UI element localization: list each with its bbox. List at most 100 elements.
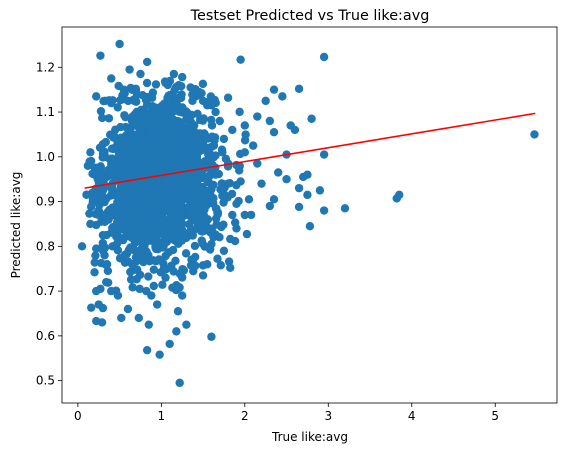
- scatter-point: [145, 141, 154, 150]
- scatter-point: [186, 188, 196, 197]
- scatter-point: [207, 121, 217, 130]
- scatter-point: [274, 168, 283, 177]
- scatter-point: [261, 96, 270, 106]
- scatter-point: [90, 170, 99, 179]
- scatter-point: [113, 246, 123, 255]
- scatter-point: [319, 206, 329, 215]
- scatter-point: [126, 181, 136, 190]
- scatter-point: [98, 303, 108, 313]
- scatter-point: [232, 199, 241, 209]
- scatter-point: [197, 227, 206, 236]
- scatter-point: [135, 270, 145, 280]
- scatter-point: [240, 210, 250, 220]
- scatter-point: [219, 134, 229, 144]
- scatter-point: [265, 116, 275, 126]
- scatter-point: [125, 168, 134, 178]
- scatter-point: [126, 275, 136, 284]
- scatter-point: [178, 291, 187, 300]
- scatter-point: [174, 80, 183, 90]
- scatter-point: [294, 183, 304, 193]
- scatter-point: [211, 170, 220, 179]
- scatter-point: [240, 121, 250, 130]
- scatter-point: [236, 55, 245, 64]
- scatter-point: [135, 113, 144, 122]
- scatter-point: [244, 195, 254, 204]
- scatter-point: [157, 194, 166, 204]
- scatter-point: [119, 150, 129, 159]
- scatter-point: [107, 74, 116, 83]
- scatter-point: [154, 255, 164, 264]
- scatter-point: [109, 157, 118, 167]
- scatter-point: [87, 303, 96, 312]
- scatter-point: [86, 219, 95, 229]
- scatter-point: [107, 228, 116, 237]
- scatter-point: [215, 233, 224, 242]
- scatter-point: [155, 350, 164, 359]
- scatter-point: [142, 345, 152, 355]
- scatter-point: [199, 114, 208, 123]
- scatter-point: [169, 69, 179, 79]
- scatter-point: [216, 261, 226, 270]
- scatter-point: [177, 236, 186, 245]
- scatter-point: [226, 263, 235, 272]
- scatter-point: [164, 234, 174, 243]
- scatter-point: [103, 266, 113, 276]
- scatter-point: [77, 242, 87, 251]
- scatter-point: [137, 183, 147, 192]
- scatter-point: [168, 245, 178, 255]
- scatter-point: [161, 273, 170, 282]
- scatter-point: [109, 144, 118, 154]
- scatter-point: [198, 271, 208, 280]
- scatter-point: [232, 224, 241, 233]
- scatter-point: [201, 220, 211, 229]
- scatter-point: [188, 175, 198, 185]
- scatter-point: [207, 332, 216, 341]
- scatter-point: [186, 83, 195, 92]
- scatter-point: [142, 167, 152, 177]
- scatter-point: [100, 251, 109, 260]
- scatter-point: [228, 210, 237, 220]
- scatter-point: [172, 327, 181, 336]
- scatter-point: [230, 236, 240, 246]
- scatter-point: [109, 133, 118, 142]
- x-axis-label: True like:avg: [271, 430, 348, 444]
- scatter-point: [160, 117, 169, 126]
- scatter-point: [158, 280, 167, 289]
- y-tick-label: 0.7: [36, 284, 55, 298]
- scatter-point: [184, 228, 193, 237]
- x-tick-label: 0: [74, 409, 82, 423]
- scatter-point: [142, 196, 152, 206]
- scatter-point: [303, 170, 312, 179]
- scatter-point: [248, 141, 258, 150]
- scatter-point: [151, 202, 161, 211]
- scatter-point: [188, 213, 198, 223]
- scatter-point: [105, 205, 114, 215]
- scatter-point: [171, 256, 180, 266]
- scatter-point: [177, 180, 186, 189]
- scatter-point: [182, 151, 191, 160]
- scatter-point: [131, 210, 140, 219]
- scatter-point: [290, 125, 300, 135]
- scatter-point: [130, 151, 139, 160]
- scatter-point: [163, 142, 172, 152]
- scatter-point: [135, 156, 145, 166]
- scatter-point: [120, 203, 129, 213]
- scatter-point: [173, 282, 183, 291]
- scatter-point: [152, 229, 161, 239]
- scatter-point: [151, 80, 161, 89]
- scatter-point: [122, 249, 132, 258]
- scatter-point: [113, 291, 123, 300]
- scatter-point: [128, 283, 137, 292]
- scatter-point: [175, 378, 184, 388]
- x-tick-label: 1: [158, 409, 166, 423]
- x-tick-label: 4: [408, 409, 416, 423]
- scatter-point: [305, 221, 315, 231]
- scatter-point: [129, 138, 138, 147]
- scatter-point: [153, 239, 163, 249]
- scatter-point: [204, 171, 213, 181]
- scatter-point: [146, 127, 155, 137]
- scatter-point: [100, 243, 110, 252]
- scatter-point: [102, 260, 112, 269]
- scatter-point: [228, 125, 237, 135]
- scatter-point: [240, 148, 250, 157]
